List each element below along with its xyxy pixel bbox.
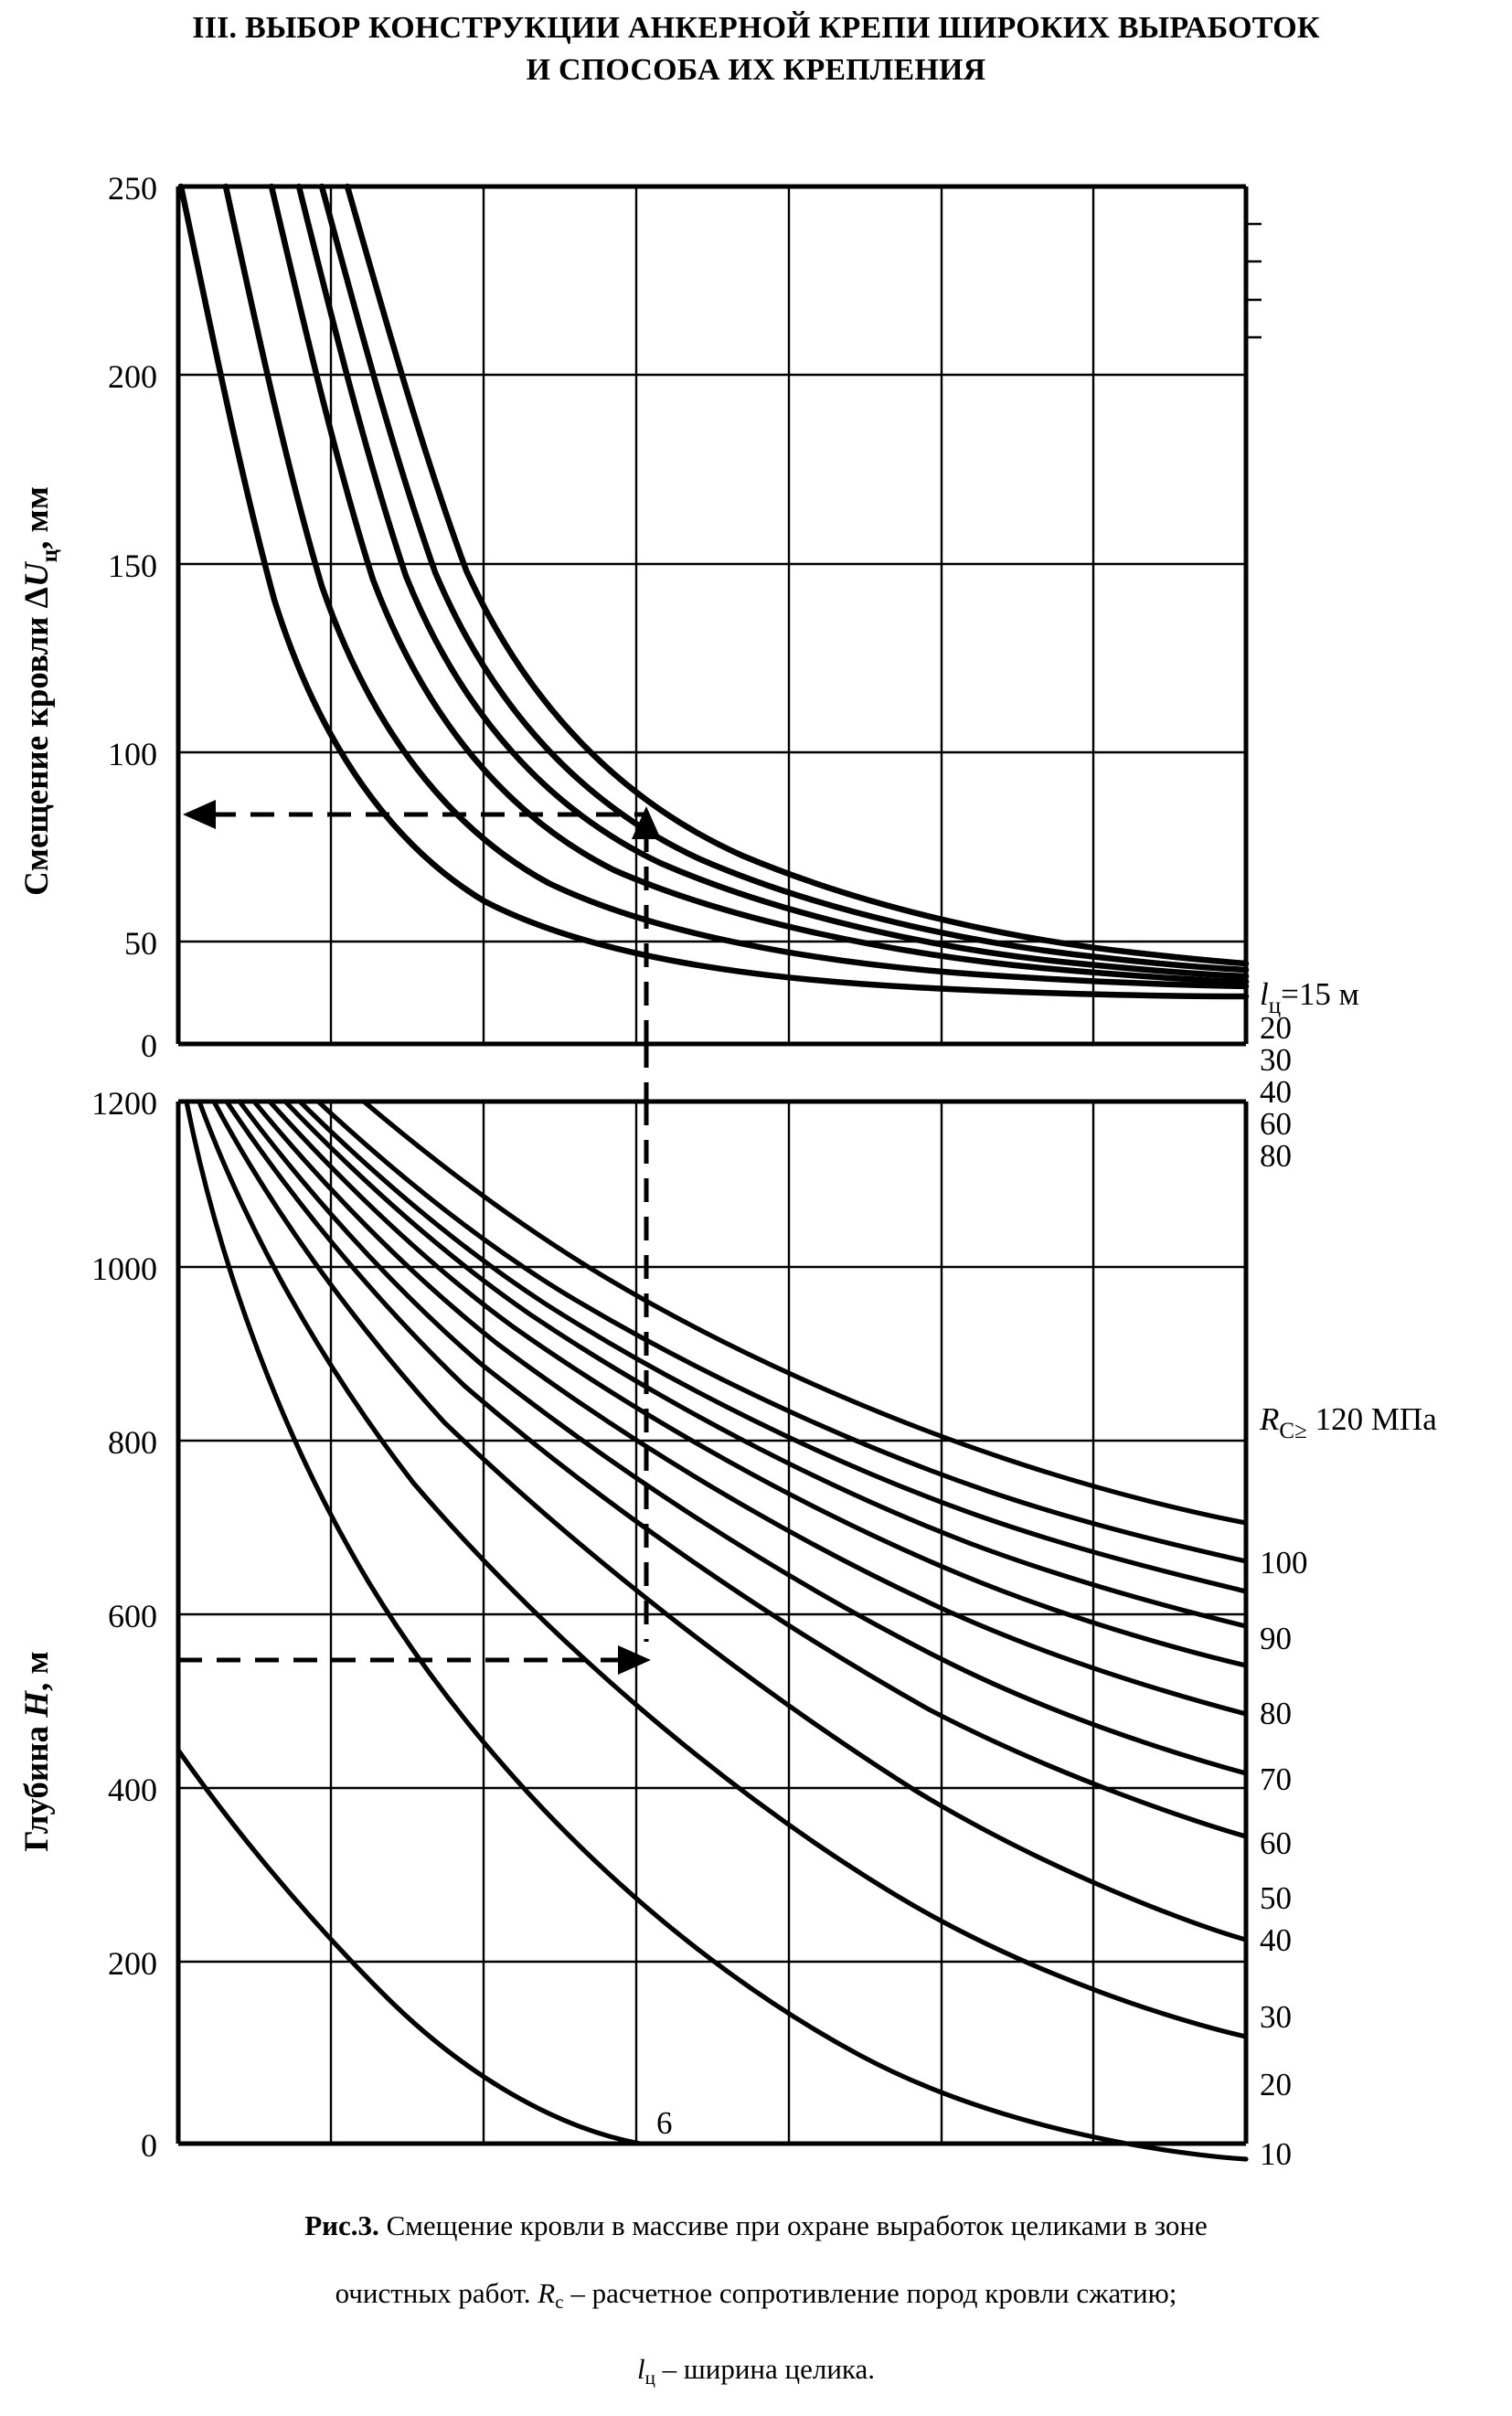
caption-symbol-rc-sub: с	[555, 2290, 564, 2313]
upper-curve-30	[268, 183, 1250, 985]
caption-line-3: lц – ширина целика.	[0, 2336, 1512, 2411]
page-heading: III. ВЫБОР КОНСТРУКЦИИ АНКЕРНОЙ КРЕПИ ШИ…	[0, 7, 1512, 91]
upper-curve-60	[318, 183, 1250, 974]
upper-ytick-50: 50	[124, 925, 157, 962]
lower-curve-labels: RC≥ 120 МПа 100 90 80 70 60 50 40 30 20 …	[1259, 1401, 1437, 2172]
lower-curve-30	[211, 1099, 1249, 1942]
upper-ytick-100: 100	[108, 736, 157, 772]
caption-line-3-post: – ширина целика.	[655, 2352, 876, 2385]
upper-right-ticks	[1246, 222, 1262, 339]
upper-curve-40	[295, 183, 1250, 980]
lower-arrow-right	[618, 1645, 651, 1675]
upper-curve-80	[344, 183, 1250, 967]
lower-curve-100	[315, 1099, 1249, 1564]
lower-curves	[184, 1099, 1249, 2162]
heading-line-1: III. ВЫБОР КОНСТРУКЦИИ АНКЕРНОЙ КРЕПИ ШИ…	[192, 11, 1320, 45]
upper-arrow-up	[632, 806, 661, 839]
upper-curve-20	[222, 183, 1250, 990]
lower-ytick-200: 200	[108, 1945, 157, 1982]
lower-label-100: 100	[1260, 1545, 1308, 1581]
lower-ytick-400: 400	[108, 1772, 157, 1808]
caption-line-1-text: Смещение кровли в массиве при охране выр…	[378, 2209, 1208, 2241]
figure-area: Смещение кровли ΔUц, мм	[0, 88, 1512, 2172]
lower-inline-label-6: 6	[656, 2105, 673, 2141]
caption-line-2: очистных работ. Rс – расчетное сопротивл…	[0, 2260, 1512, 2336]
lower-ytick-0: 0	[141, 2127, 157, 2164]
lower-curve-60	[251, 1099, 1249, 1717]
upper-label-20: 20	[1260, 1010, 1292, 1046]
upper-ytick-200: 200	[108, 358, 157, 395]
lower-ytick-800: 800	[108, 1424, 157, 1461]
heading-line-2: И СПОСОБА ИХ КРЕПЛЕНИЯ	[526, 53, 986, 87]
lower-curve-90	[297, 1099, 1249, 1594]
upper-label-80: 80	[1260, 1138, 1292, 1174]
caption-symbol-lc-sub: ц	[644, 2366, 655, 2389]
lower-curve-10	[184, 1099, 1249, 2162]
lower-ytick-1200: 1200	[91, 1085, 157, 1122]
upper-label-15: lц=15 м	[1260, 976, 1359, 1018]
upper-y-axis-label: Смещение кровли ΔUц, мм	[18, 486, 62, 896]
upper-label-30: 30	[1260, 1042, 1292, 1078]
lower-label-50: 50	[1260, 1880, 1292, 1916]
lower-label-10: 10	[1260, 2136, 1292, 2172]
caption-symbol-lc: l	[636, 2352, 645, 2385]
upper-curves	[177, 183, 1250, 1000]
upper-chart: Смещение кровли ΔUц, мм	[18, 170, 1359, 1174]
lower-label-60: 60	[1260, 1825, 1292, 1861]
lower-label-20: 20	[1260, 2067, 1292, 2102]
lower-label-30: 30	[1260, 1999, 1292, 2035]
svg-text:Глубина H, м: Глубина H, м	[18, 1651, 56, 1852]
upper-annotation	[183, 800, 661, 1044]
lower-curve-50	[237, 1099, 1249, 1776]
caption-line-2-post: – расчетное сопротивление пород кровли с…	[563, 2277, 1177, 2309]
caption-line-1: Рис.3. Смещение кровли в массиве при охр…	[0, 2192, 1512, 2260]
upper-ytick-0: 0	[141, 1027, 157, 1064]
lower-curve-80	[282, 1099, 1249, 1629]
lower-y-axis-label: Глубина H, м	[18, 1651, 56, 1852]
lower-curve-6	[176, 1749, 643, 2146]
lower-chart: Глубина H, м	[18, 1044, 1437, 2172]
lower-ytick-600: 600	[108, 1598, 157, 1634]
upper-curve-15	[177, 183, 1250, 1000]
lower-curve-40	[224, 1099, 1249, 1839]
lower-label-80: 80	[1260, 1696, 1292, 1731]
caption-figure-number: Рис.3.	[304, 2209, 379, 2241]
upper-y-tick-labels: 250 200 150 100 50 0	[108, 170, 157, 1064]
lower-label-90: 90	[1260, 1621, 1292, 1656]
lower-label-40: 40	[1260, 1922, 1292, 1958]
lower-curve-20	[197, 1099, 1249, 2039]
lower-y-tick-labels: 1200 1000 800 600 400 200 0	[91, 1085, 157, 2164]
upper-grid-horizontal	[178, 185, 1246, 943]
caption-symbol-rc: R	[538, 2277, 556, 2309]
lower-curve-70	[267, 1099, 1249, 1668]
lower-curve-120	[361, 1099, 1249, 1526]
lower-grid-horizontal	[178, 1265, 1246, 1964]
upper-grid-vertical	[329, 186, 1095, 1044]
lower-ytick-1000: 1000	[91, 1251, 157, 1287]
nomogram-svg: Смещение кровли ΔUц, мм	[18, 170, 1437, 2172]
upper-label-60: 60	[1260, 1106, 1292, 1142]
upper-ytick-250: 250	[108, 170, 157, 207]
lower-label-70: 70	[1260, 1761, 1292, 1797]
lower-label-120: RC≥ 120 МПа	[1259, 1401, 1437, 1443]
svg-text:Смещение кровли ΔUц, мм: Смещение кровли ΔUц, мм	[18, 486, 62, 896]
upper-label-40: 40	[1260, 1074, 1292, 1110]
upper-arrow-left	[183, 800, 216, 829]
caption-line-2-pre: очистных работ.	[335, 2277, 538, 2309]
upper-ytick-150: 150	[108, 548, 157, 584]
upper-curve-labels: lц=15 м 20 30 40 60 80	[1260, 976, 1359, 1174]
lower-annotation	[178, 1102, 651, 1675]
figure-caption: Рис.3. Смещение кровли в массиве при охр…	[0, 2192, 1512, 2411]
